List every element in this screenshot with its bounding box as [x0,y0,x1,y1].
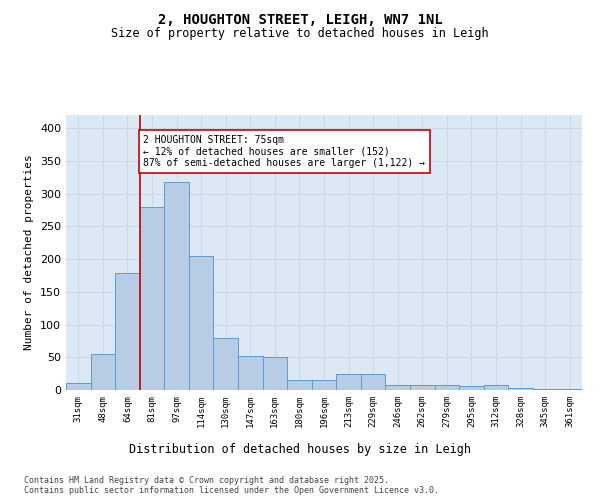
Bar [484,386,508,390]
Bar [312,380,336,390]
Bar [361,374,385,390]
Bar [508,388,533,390]
Bar [336,374,361,390]
Bar [533,388,557,390]
Bar [189,256,214,390]
Text: Contains HM Land Registry data © Crown copyright and database right 2025.
Contai: Contains HM Land Registry data © Crown c… [24,476,439,495]
Bar [263,358,287,390]
Y-axis label: Number of detached properties: Number of detached properties [25,154,34,350]
Bar [214,338,238,390]
Bar [66,384,91,390]
Text: 2, HOUGHTON STREET, LEIGH, WN7 1NL: 2, HOUGHTON STREET, LEIGH, WN7 1NL [158,12,442,26]
Bar [287,380,312,390]
Bar [91,354,115,390]
Bar [115,274,140,390]
Bar [434,385,459,390]
Text: Distribution of detached houses by size in Leigh: Distribution of detached houses by size … [129,442,471,456]
Bar [140,206,164,390]
Bar [557,388,582,390]
Bar [164,182,189,390]
Text: Size of property relative to detached houses in Leigh: Size of property relative to detached ho… [111,28,489,40]
Bar [238,356,263,390]
Bar [410,385,434,390]
Bar [459,386,484,390]
Text: 2 HOUGHTON STREET: 75sqm
← 12% of detached houses are smaller (152)
87% of semi-: 2 HOUGHTON STREET: 75sqm ← 12% of detach… [143,134,425,168]
Bar [385,386,410,390]
